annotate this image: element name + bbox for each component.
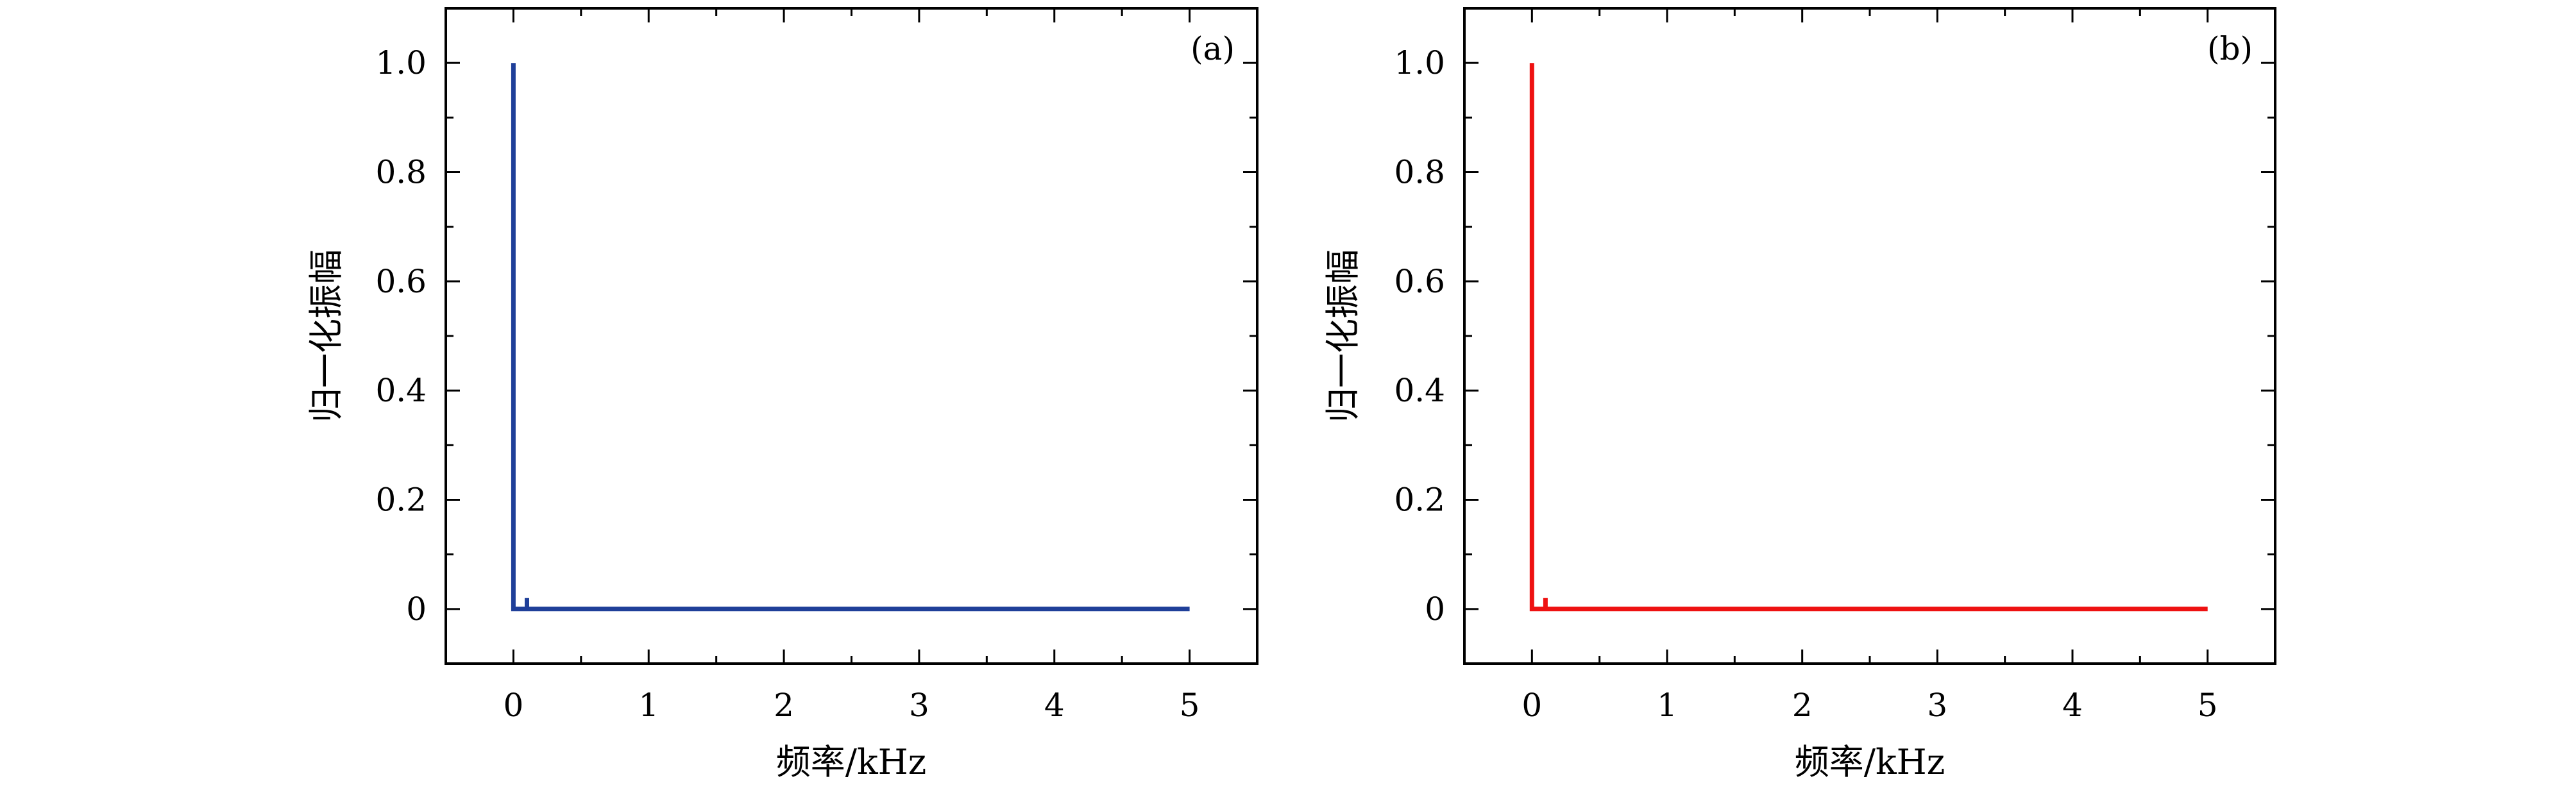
series-line bbox=[511, 63, 1190, 612]
y-tick-label: 1.0 bbox=[1394, 44, 1445, 81]
x-tick-label: 2 bbox=[1792, 687, 1813, 724]
x-axis-title: 频率/kHz bbox=[1795, 742, 1945, 782]
axis-ticks bbox=[1463, 7, 2276, 665]
x-axis-title: 频率/kHz bbox=[776, 742, 926, 782]
y-tick-label: 0.2 bbox=[375, 482, 427, 519]
series-line bbox=[1529, 63, 2208, 612]
x-tick-label: 5 bbox=[2198, 687, 2218, 724]
x-tick-label: 0 bbox=[504, 687, 524, 724]
y-tick-label: 0.6 bbox=[375, 263, 427, 300]
plot-frame bbox=[1463, 7, 2276, 665]
x-tick-label: 2 bbox=[774, 687, 794, 724]
tick-labels: 0 1 2 3 4 5 0 0.2 0.4 0.6 0.8 1.0 bbox=[375, 44, 1199, 724]
y-axis-title: 归一化振幅 bbox=[1323, 249, 1363, 423]
chart-panel-b: 0 1 2 3 4 5 0 0.2 0.4 0.6 0.8 1.0 (b) 频率/kHz 归一化振幅 bbox=[1323, 7, 2276, 782]
y-axis-title: 归一化振幅 bbox=[306, 249, 346, 423]
y-tick-label: 0.4 bbox=[375, 372, 427, 409]
x-tick-label: 4 bbox=[1044, 687, 1065, 724]
x-tick-label: 1 bbox=[638, 687, 659, 724]
axis-ticks bbox=[445, 7, 1258, 665]
panel-label: (b) bbox=[2207, 30, 2253, 67]
y-tick-label: 0.8 bbox=[375, 154, 427, 191]
tick-labels: 0 1 2 3 4 5 0 0.2 0.4 0.6 0.8 1.0 bbox=[1394, 44, 2217, 724]
x-tick-label: 4 bbox=[2062, 687, 2083, 724]
x-tick-label: 3 bbox=[1927, 687, 1947, 724]
y-tick-label: 0.4 bbox=[1394, 372, 1445, 409]
panel-label: (a) bbox=[1191, 30, 1235, 67]
y-tick-label: 0.8 bbox=[1394, 154, 1445, 191]
x-tick-label: 3 bbox=[909, 687, 929, 724]
chart-panel-a: 0 1 2 3 4 5 0 0.2 0.4 0.6 0.8 1.0 (a) 频率/kHz 归一化振幅 bbox=[306, 7, 1258, 782]
y-tick-label: 0.6 bbox=[1394, 263, 1445, 300]
plot-frame bbox=[445, 7, 1258, 665]
x-tick-label: 5 bbox=[1180, 687, 1200, 724]
y-tick-label: 0 bbox=[406, 591, 427, 628]
x-tick-label: 0 bbox=[1521, 687, 1542, 724]
y-tick-label: 0.2 bbox=[1394, 482, 1445, 519]
y-tick-label: 1.0 bbox=[375, 44, 427, 81]
x-tick-label: 1 bbox=[1657, 687, 1677, 724]
y-tick-label: 0 bbox=[1425, 591, 1445, 628]
